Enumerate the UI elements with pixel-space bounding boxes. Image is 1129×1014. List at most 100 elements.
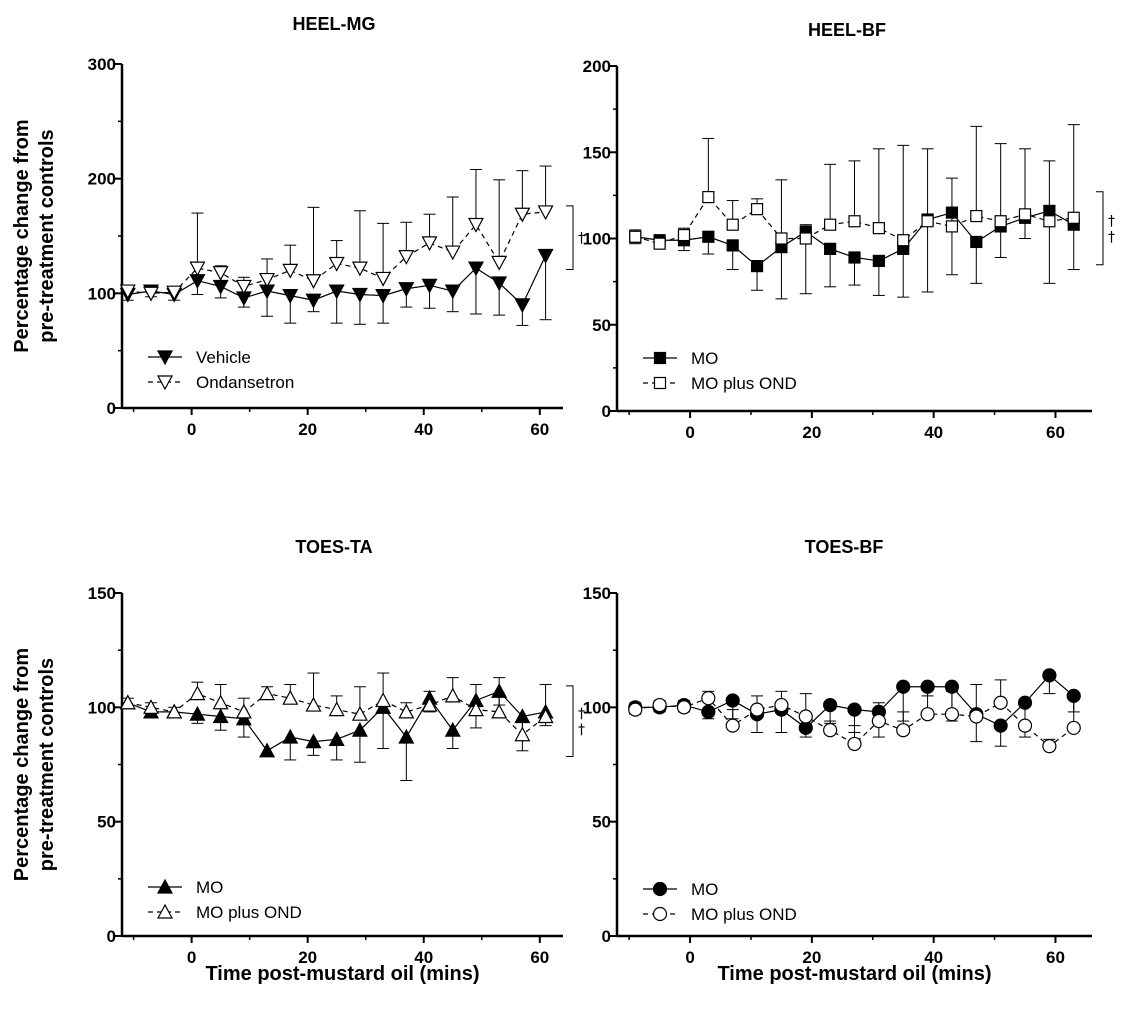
data-point: [872, 222, 885, 235]
data-point: [259, 742, 276, 758]
data-point: [823, 723, 838, 738]
data-point: [259, 272, 276, 288]
data-point: [677, 228, 691, 242]
data-point: [970, 235, 983, 249]
y-tick-label: 50: [97, 813, 116, 832]
y-tick-label: 0: [602, 927, 611, 946]
x-tick-label: 20: [298, 420, 317, 439]
data-point: [1042, 668, 1057, 683]
x-tick-label: 60: [1046, 423, 1065, 442]
data-point: [702, 191, 715, 204]
x-tick-label: 40: [924, 423, 943, 442]
x-tick-label: 0: [187, 420, 196, 439]
y-tick-label: 50: [592, 316, 611, 335]
data-point: [628, 702, 643, 717]
data-point: [726, 218, 739, 231]
series-1: MO: [629, 204, 1080, 368]
data-point: [166, 703, 183, 719]
data-point: [351, 705, 368, 721]
x-tick-label: 40: [924, 948, 943, 967]
data-point: [726, 239, 739, 252]
data-point: [676, 700, 692, 715]
data-point: [749, 702, 765, 717]
data-point: [467, 261, 484, 277]
y-tick-label: 50: [592, 813, 611, 832]
data-point: [143, 699, 160, 714]
chart-title: HEEL-MG: [293, 14, 376, 34]
chart-panel-1: HEEL-MG 0 100 200 300 0 20 40 60 Percentage chang…: [11, 14, 585, 439]
data-point: [847, 736, 862, 752]
data-point: [351, 721, 368, 737]
x-tick-label: 60: [530, 948, 549, 967]
y-tick-label: 100: [88, 284, 116, 303]
data-point: [652, 697, 667, 713]
y-tick-label: 100: [583, 698, 611, 717]
data-point: [824, 242, 837, 255]
y-axis-label: Percentage change from: [11, 119, 33, 352]
series-2: Ondansetron: [119, 165, 554, 392]
chart-panel-2: HEEL-BF 0 50 100 150 200 0 20 40 60 MO MO plus OND †…: [583, 20, 1115, 442]
data-point: [750, 260, 764, 273]
data-point: [514, 726, 531, 742]
significance-bracket: [566, 685, 574, 757]
data-point: [282, 689, 299, 705]
data-point: [467, 217, 484, 233]
data-point: [799, 232, 812, 245]
data-point: [774, 697, 789, 713]
data-point: [537, 205, 554, 221]
legend-label: MO: [691, 880, 718, 899]
data-point: [305, 293, 322, 309]
data-point: [921, 215, 934, 228]
data-point: [375, 289, 392, 304]
data-point: [467, 701, 484, 717]
data-point: [212, 279, 229, 295]
significance-bracket: [1096, 191, 1104, 266]
data-point: [750, 203, 764, 216]
y-tick-label: 200: [583, 57, 611, 76]
data-point: [235, 703, 252, 719]
data-point: [212, 708, 229, 724]
data-point: [701, 704, 716, 720]
data-point: [212, 266, 229, 281]
data-point: [305, 274, 322, 289]
series-2: MO plus OND: [628, 679, 1081, 924]
data-point: [491, 276, 508, 292]
data-point: [189, 274, 206, 289]
data-point: [375, 271, 392, 287]
data-point: [847, 702, 862, 717]
legend-label: MO: [196, 878, 223, 897]
significance-dagger: †: [1108, 229, 1115, 245]
series-1: MO: [628, 668, 1081, 899]
y-tick-label: 100: [583, 230, 611, 249]
data-point: [920, 707, 935, 722]
series-1: MO: [119, 683, 554, 897]
data-point: [824, 218, 837, 231]
data-point: [993, 718, 1008, 733]
data-point: [970, 209, 983, 223]
significance-dagger: †: [1108, 213, 1115, 229]
y-tick-label: 0: [107, 927, 116, 946]
data-point: [993, 695, 1008, 710]
y-axis-label: Percentage change from: [11, 648, 33, 881]
data-point: [328, 701, 345, 717]
data-point: [725, 693, 740, 708]
x-tick-label: 0: [187, 948, 196, 967]
x-axis-label: Time post-mustard oil (mins): [205, 963, 479, 985]
data-point: [897, 234, 910, 247]
data-point: [848, 215, 861, 228]
data-point: [537, 708, 554, 724]
significance-dagger: †: [578, 231, 585, 247]
data-point: [421, 236, 438, 252]
data-point: [702, 230, 715, 243]
data-point: [351, 287, 368, 303]
data-point: [305, 733, 322, 749]
y-tick-label: 0: [602, 402, 611, 421]
data-point: [259, 685, 276, 701]
x-tick-label: 0: [685, 948, 694, 967]
data-point: [235, 279, 252, 295]
legend-label: Ondansetron: [196, 373, 294, 392]
legend-label: MO plus OND: [691, 905, 797, 924]
data-point: [491, 703, 508, 719]
series-2: MO plus OND: [119, 672, 554, 922]
legend-marker: [156, 350, 174, 366]
